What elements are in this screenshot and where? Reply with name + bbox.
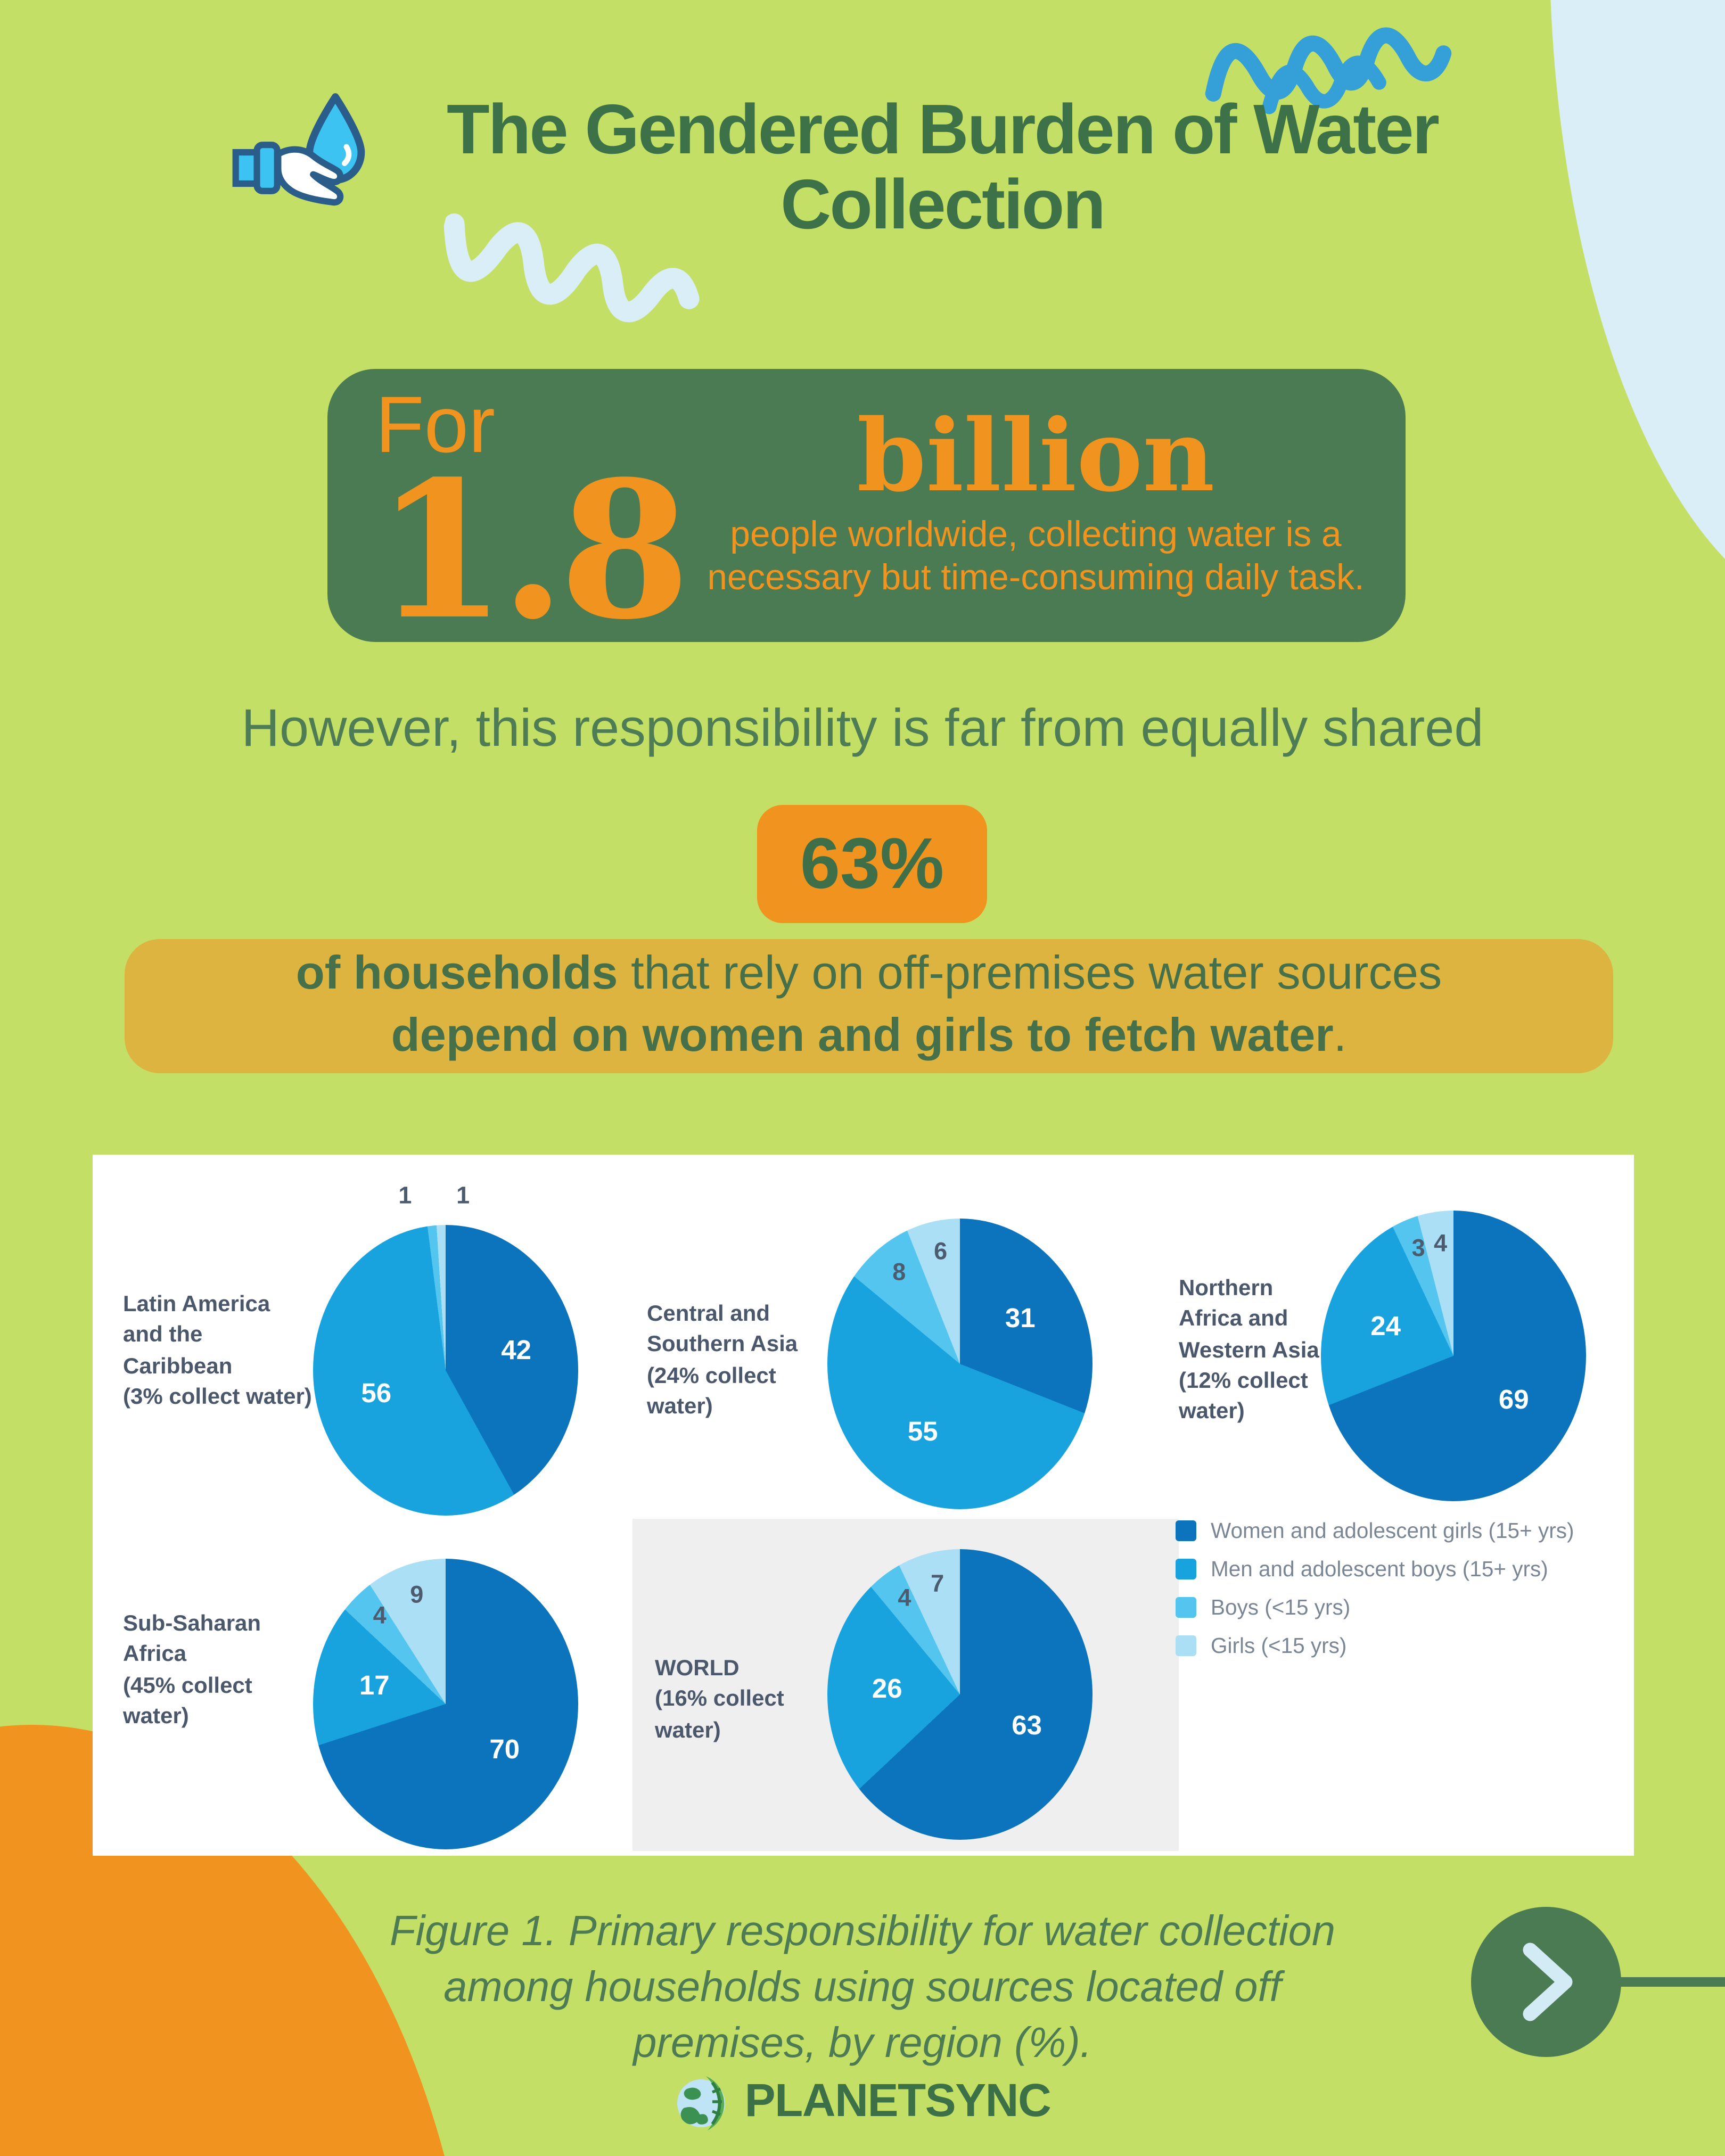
- stat-box: For 1.8 billion people worldwide, collec…: [327, 369, 1406, 661]
- pipe-cuff-icon: [253, 142, 281, 194]
- pie-value-label: 1: [398, 1183, 412, 1211]
- region-label-sub-saharan-africa: Sub-Saharan Africa (45% collect water): [123, 1608, 299, 1732]
- region-note: (3% collect water): [123, 1383, 312, 1409]
- pie-value-label: 26: [872, 1673, 902, 1704]
- region-label-northern-africa-western-asia: Northern Africa and Western Asia (12% co…: [1179, 1273, 1326, 1427]
- households-line2: depend on women and girls to fetch water…: [391, 1006, 1347, 1068]
- stat-box-right: billion people worldwide, collecting wat…: [695, 369, 1393, 642]
- corner-blob-shape: [1549, 0, 1725, 623]
- legend-item-girls: Girls (<15 yrs): [1176, 1634, 1574, 1658]
- page-title-line1: The Gendered Burden of Water: [447, 91, 1440, 169]
- pie-value-label: 4: [373, 1603, 387, 1631]
- region-name: Latin America and the Caribbean: [123, 1290, 270, 1378]
- pie-value-label: 55: [907, 1417, 938, 1447]
- pie-value-label: 69: [1498, 1385, 1529, 1416]
- pie-value-label: 8: [892, 1258, 906, 1286]
- stat-big-number: 1.8: [375, 439, 691, 661]
- legend-label: Girls (<15 yrs): [1211, 1634, 1347, 1658]
- stat-description: people worldwide, collecting water is a …: [707, 513, 1365, 597]
- households-line1: of households that rely on off-premises …: [296, 944, 1442, 1006]
- region-name: Northern Africa and Western Asia: [1179, 1274, 1319, 1362]
- legend-label: Women and adolescent girls (15+ yrs): [1211, 1519, 1574, 1543]
- households-line1-bold: of households: [295, 947, 618, 1000]
- globe-leaf-icon: [677, 2076, 726, 2130]
- pie-value-label: 17: [359, 1671, 390, 1701]
- blue-squiggle-icon: [1205, 27, 1452, 114]
- stat-billion-label: billion: [857, 397, 1215, 514]
- pie-value-label: 9: [410, 1581, 424, 1609]
- brand-name: PLANETSYNC: [744, 2075, 1052, 2127]
- stat-for-label: For: [375, 380, 495, 470]
- legend-item-boys: Boys (<15 yrs): [1176, 1595, 1574, 1619]
- page-title-line2: Collection: [780, 166, 1106, 245]
- pie-value-label: 3: [1411, 1236, 1425, 1263]
- chevron-right-icon: [1523, 1943, 1573, 2021]
- legend-swatch-women: [1176, 1520, 1196, 1541]
- pie-value-label: 4: [898, 1585, 911, 1612]
- households-callout: of households that rely on off-premises …: [125, 939, 1613, 1073]
- region-note: (24% collect water): [647, 1361, 776, 1418]
- page-title: The Gendered Burden of Water Collection: [399, 93, 1485, 243]
- chart-legend: Women and adolescent girls (15+ yrs) Men…: [1176, 1519, 1574, 1658]
- region-label-world: WORLD (16% collect water): [655, 1653, 815, 1746]
- region-label-central-southern-asia: Central and Southern Asia (24% collect w…: [647, 1298, 813, 1422]
- legend-swatch-boys: [1176, 1597, 1196, 1618]
- next-button-line: [1616, 1977, 1725, 1987]
- region-note: (16% collect water): [655, 1685, 784, 1742]
- region-label-latin-america: Latin America and the Caribbean (3% coll…: [123, 1289, 315, 1412]
- pie-world: 63 26 4 7: [827, 1549, 1092, 1840]
- households-line2-end: .: [1333, 1009, 1347, 1062]
- legend-label: Men and adolescent boys (15+ yrs): [1211, 1557, 1548, 1581]
- households-line1-rest: that rely on off-premises water sources: [618, 947, 1442, 1000]
- pie-latin-america: 42 56 1 1: [313, 1182, 578, 1516]
- legend-label: Boys (<15 yrs): [1211, 1595, 1351, 1619]
- next-page-button[interactable]: [1471, 1907, 1621, 2057]
- pie-value-label: 24: [1370, 1310, 1401, 1341]
- statement-text: However, this responsibility is far from…: [241, 698, 1484, 757]
- pie-value-label: 42: [501, 1334, 531, 1365]
- region-note: (12% collect water): [1179, 1367, 1308, 1423]
- pie-value-label: 70: [489, 1735, 520, 1766]
- figure-panel: Latin America and the Caribbean (3% coll…: [93, 1155, 1634, 1856]
- pie-value-label: 31: [1005, 1303, 1036, 1334]
- pie-value-label: 4: [1434, 1230, 1448, 1257]
- legend-item-men: Men and adolescent boys (15+ yrs): [1176, 1557, 1574, 1581]
- pie-value-label: 63: [1012, 1710, 1042, 1741]
- region-name: Sub-Saharan Africa: [123, 1610, 261, 1666]
- pie-value-label: 56: [361, 1379, 392, 1410]
- stat-box-left: For 1.8: [375, 369, 695, 661]
- pie-value-label: 7: [931, 1570, 944, 1598]
- legend-swatch-girls: [1176, 1635, 1196, 1656]
- figure-caption: Figure 1. Primary responsibility for wat…: [389, 1907, 1336, 2068]
- percent-value: 63%: [800, 822, 944, 904]
- legend-swatch-men: [1176, 1559, 1196, 1579]
- pie-central-southern-asia: 31 55 8 6: [827, 1219, 1092, 1509]
- region-name: WORLD: [655, 1655, 740, 1680]
- percent-badge: 63%: [757, 805, 987, 923]
- pie-sub-saharan-africa: 70 17 4 9: [313, 1559, 578, 1849]
- region-note: (45% collect water): [123, 1671, 252, 1728]
- hand-icon: [275, 146, 344, 206]
- water-hand-icon: [232, 93, 365, 206]
- pie-value-label: 1: [456, 1182, 470, 1210]
- pale-squiggle-icon: [443, 213, 700, 323]
- pie-northern-africa-western-asia: 69 24 3 4: [1321, 1211, 1586, 1501]
- households-line2-bold: depend on women and girls to fetch water: [391, 1009, 1334, 1062]
- brand-footer: PLANETSYNC: [0, 2073, 1725, 2130]
- pie-value-label: 6: [934, 1239, 948, 1266]
- region-name: Central and Southern Asia: [647, 1300, 798, 1356]
- legend-item-women: Women and adolescent girls (15+ yrs): [1176, 1519, 1574, 1543]
